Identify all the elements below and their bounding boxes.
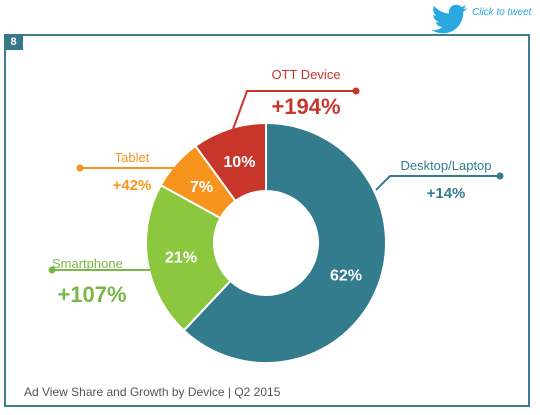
legend-label-tablet: Tablet bbox=[115, 150, 150, 165]
slice-pct-desktop-laptop: 62% bbox=[330, 268, 362, 285]
twitter-bird-icon bbox=[432, 4, 467, 34]
slice-pct-smartphone: 21% bbox=[165, 249, 197, 266]
donut-slices bbox=[145, 121, 387, 364]
twitter-bird-shape bbox=[432, 4, 467, 34]
growth-label-tablet: +42% bbox=[113, 177, 152, 194]
legend-label-desktop-laptop: Desktop/Laptop bbox=[400, 158, 491, 173]
slice-desktop-laptop bbox=[182, 121, 387, 364]
callout-line-desktop-laptop bbox=[375, 175, 500, 191]
growth-label-desktop-laptop: +14% bbox=[427, 185, 466, 202]
slice-ott-device bbox=[194, 121, 267, 203]
callout-line-ott-device bbox=[231, 90, 356, 133]
figure-frame bbox=[4, 34, 530, 407]
slice-pct-ott-device: 10% bbox=[223, 154, 255, 171]
callout-dot-desktop-laptop bbox=[496, 172, 504, 180]
legend-label-smartphone: Smartphone bbox=[52, 256, 123, 271]
chart-labels: 62% 21% 7% 10% Desktop/Laptop +14% Smartphone +… bbox=[52, 67, 492, 307]
callout-dot-smartphone bbox=[48, 266, 56, 274]
figure-number-badge: 8 bbox=[4, 34, 23, 50]
growth-label-smartphone: +107% bbox=[57, 282, 126, 307]
callout-lines bbox=[48, 87, 504, 274]
callout-dot-ott-device bbox=[352, 87, 360, 95]
legend-label-ott-device: OTT Device bbox=[271, 67, 340, 82]
chart-caption: Ad View Share and Growth by Device | Q2 … bbox=[24, 385, 281, 399]
slice-smartphone bbox=[145, 183, 232, 332]
growth-label-ott-device: +194% bbox=[271, 94, 340, 119]
slice-pct-tablet: 7% bbox=[190, 179, 213, 196]
click-to-tweet-label[interactable]: Click to tweet bbox=[472, 7, 532, 18]
click-to-tweet-link[interactable]: Click to tweet bbox=[432, 4, 531, 34]
callout-dot-tablet bbox=[76, 164, 84, 172]
